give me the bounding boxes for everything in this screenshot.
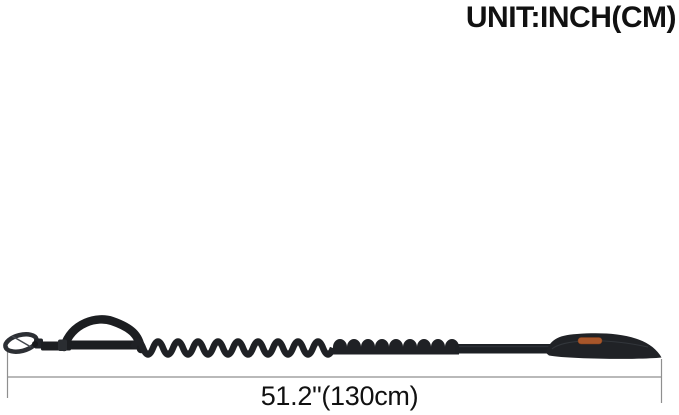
length-label: 51.2"(130cm) [260, 381, 419, 411]
snap-hook-gate [11, 335, 32, 348]
swivel-pin [32, 341, 38, 347]
leash [3, 315, 662, 359]
bungee-section [129, 338, 459, 358]
unit-label: UNIT:INCH(CM) [465, 1, 677, 34]
loop-wrap [58, 339, 67, 351]
traffic-handle-loop [58, 315, 146, 354]
snap-hook [3, 332, 43, 354]
bungee-bumps [333, 339, 459, 355]
webbing-highlight [459, 345, 551, 348]
brand-tag [577, 337, 603, 345]
flat-webbing [455, 344, 555, 354]
padded-handle [546, 333, 662, 359]
dimension-annotation [6, 346, 663, 403]
